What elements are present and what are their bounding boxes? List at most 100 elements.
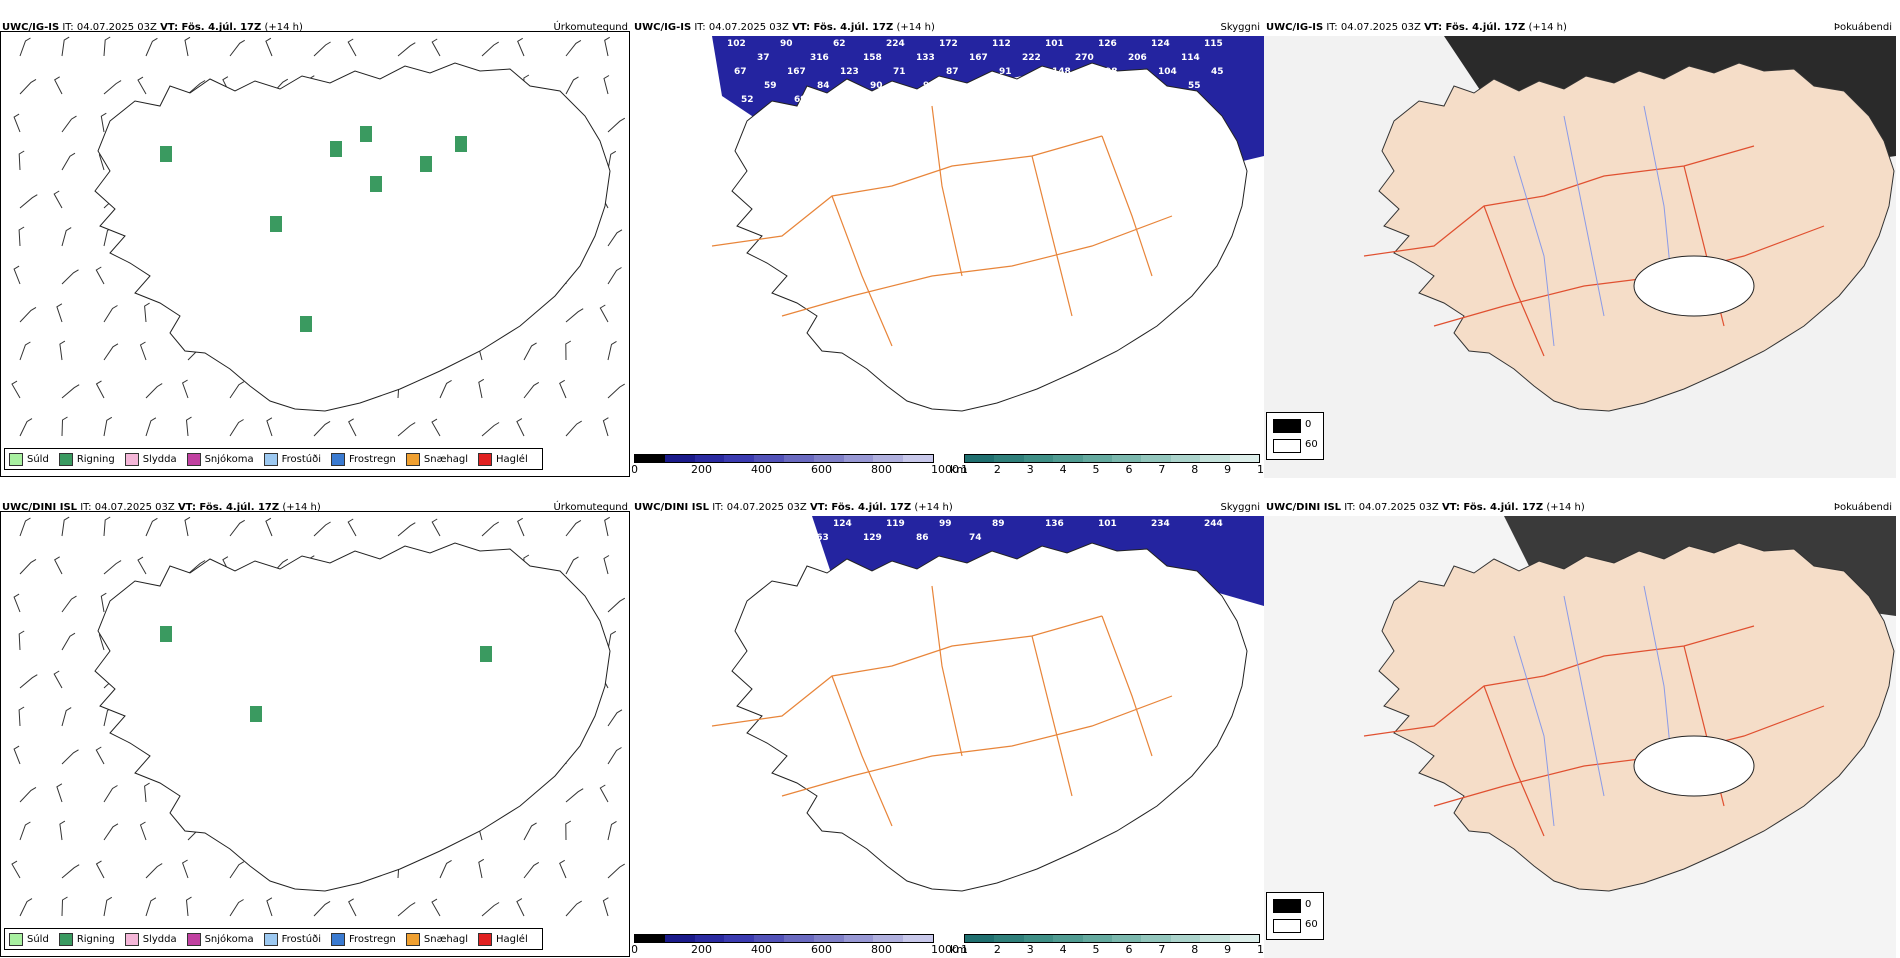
- wind-barb: [607, 340, 617, 361]
- wind-barb: [431, 38, 441, 57]
- wind-barb: [397, 522, 416, 537]
- legend-label: Haglél: [496, 453, 528, 465]
- visibility-value: 90: [780, 39, 793, 49]
- wind-barb: [565, 820, 572, 841]
- precip-map: [11, 36, 626, 437]
- rain-area: [330, 141, 342, 157]
- visibility-value: 222: [1022, 53, 1041, 63]
- wind-barb: [516, 418, 525, 437]
- visibility-value: 270: [1075, 53, 1094, 63]
- panel-title: Skyggni: [1220, 22, 1260, 33]
- wind-barb: [599, 304, 609, 323]
- colorbar-step: [1053, 455, 1083, 462]
- wind-barb: [145, 37, 158, 57]
- legend-label: Rigning: [76, 453, 115, 465]
- wind-barb: [607, 383, 625, 399]
- legend-item: Haglél: [478, 932, 528, 946]
- wind-barb: [56, 783, 63, 803]
- legend-swatch: [478, 452, 493, 466]
- fog-legend: 0 60: [1266, 892, 1324, 940]
- wind-barb: [103, 560, 122, 575]
- colorbar-step: [694, 935, 725, 942]
- wind-barb: [439, 859, 452, 879]
- legend-item: Frostregn: [331, 932, 396, 946]
- visibility-value: 126: [1098, 39, 1117, 49]
- visibility-value: 59: [764, 81, 777, 91]
- wind-barb: [602, 417, 609, 437]
- wind-barb: [397, 42, 416, 57]
- wind-barb: [56, 303, 63, 323]
- wind-barb: [13, 593, 21, 613]
- colorbar-tick-label: 600: [811, 463, 832, 476]
- wind-barb: [54, 76, 63, 95]
- fog-map: [1264, 516, 1896, 958]
- wind-barb: [603, 555, 610, 575]
- wind-barb: [19, 418, 33, 437]
- visibility-value: 316: [810, 53, 829, 63]
- visibility-value: 158: [863, 53, 882, 63]
- colorbar-strip: [964, 454, 1260, 463]
- panel-title: Þokuábendi: [1833, 22, 1892, 33]
- wind-barb: [18, 226, 25, 247]
- wind-barb: [603, 75, 610, 95]
- precip-panel-bottom: UWC/DINI ISL IT: 04.07.2025 03Z VT: Fös.…: [0, 496, 632, 958]
- colorbar-strip: [964, 934, 1260, 943]
- legend-label: Frostregn: [349, 453, 396, 465]
- road: [1433, 225, 1825, 327]
- rain-area: [360, 126, 372, 142]
- cloud-base-colorbar: m02004006008001000: [632, 454, 959, 476]
- legend-label: Snæhagl: [423, 933, 469, 945]
- wind-barb: [11, 380, 21, 399]
- fog-legend-label: 60: [1305, 439, 1318, 450]
- visibility-value: 122: [1082, 81, 1101, 91]
- visibility-value: 124: [833, 519, 852, 529]
- glacier: [1633, 255, 1755, 317]
- wind-barb: [565, 308, 584, 323]
- visibility-value: 52: [741, 95, 754, 105]
- wind-barb: [54, 556, 63, 575]
- visibility-value: 101: [1045, 39, 1064, 49]
- visibility-value: 71: [893, 67, 906, 77]
- wind-barb: [145, 897, 157, 917]
- legend-item: Slydda: [124, 452, 177, 466]
- panel-header: UWC/DINI ISL IT: 04.07.2025 03Z VT: Fös.…: [1266, 502, 1892, 513]
- colorbar-step: [1053, 935, 1083, 942]
- colorbar-step: [754, 455, 784, 462]
- road: [1433, 705, 1825, 807]
- legend-label: Snjókoma: [204, 453, 254, 465]
- wind-barb: [61, 416, 68, 437]
- colorbar-step: [1023, 935, 1054, 942]
- wind-barb: [145, 383, 163, 399]
- colorbar-step: [1200, 455, 1230, 462]
- legend-item: Rigning: [58, 932, 115, 946]
- visibility-value: 37: [757, 53, 770, 63]
- panel-header: UWC/DINI ISL IT: 04.07.2025 03Z VT: Fös.…: [2, 502, 628, 513]
- colorbar-strip: [634, 454, 934, 463]
- wind-barb: [61, 115, 77, 133]
- road: [1031, 155, 1073, 317]
- road: [781, 215, 1173, 317]
- wind-barb: [565, 788, 584, 803]
- wind-barb: [19, 341, 31, 361]
- wind-barb: [103, 823, 119, 841]
- wind-barb: [137, 556, 147, 575]
- wind-barb: [604, 36, 610, 57]
- precip-panel-top: UWC/IG-IS IT: 04.07.2025 03Z VT: Fös. 4.…: [0, 16, 632, 478]
- wind-barb: [181, 859, 189, 879]
- precip-legend: Súld Rigning Slydda Snjókoma Frostúði Frostre…: [4, 448, 543, 470]
- wind-barb: [103, 896, 113, 917]
- legend-label: Rigning: [76, 933, 115, 945]
- legend-swatch: [186, 932, 201, 946]
- colorbar-step: [813, 455, 844, 462]
- visibility-value: 99: [939, 519, 952, 529]
- wind-barb: [19, 674, 38, 689]
- legend-item: Snjókoma: [186, 932, 254, 946]
- wind-barb: [61, 516, 70, 537]
- road: [1031, 635, 1073, 797]
- legend-label: Frostregn: [349, 933, 396, 945]
- legend-swatch: [58, 452, 73, 466]
- wind-barb: [397, 422, 416, 437]
- colorbar-tick-label: 400: [751, 463, 772, 476]
- wind-barb: [184, 516, 191, 537]
- visibility-value: 97: [727, 519, 740, 529]
